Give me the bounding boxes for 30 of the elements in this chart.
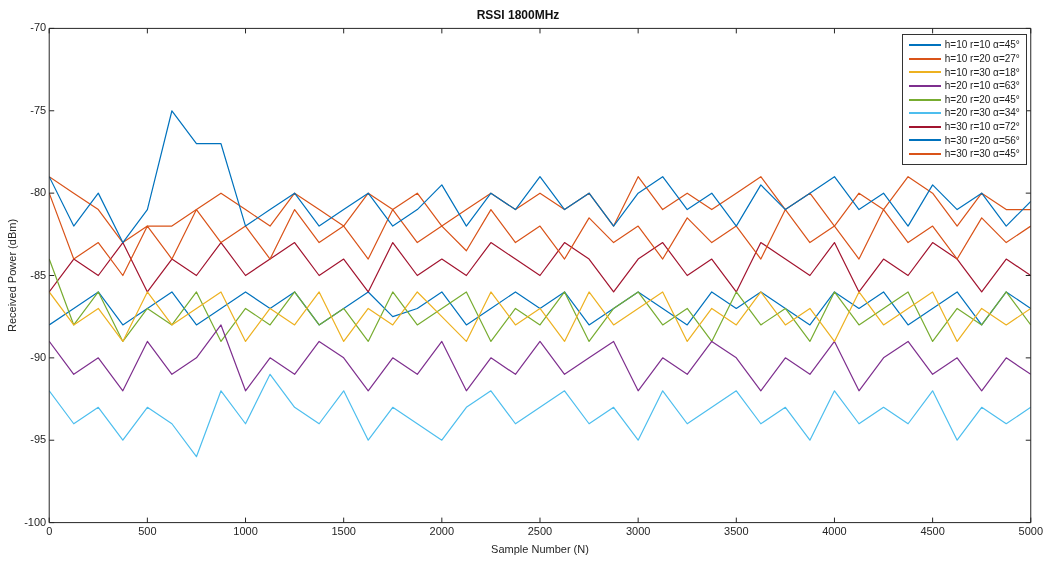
x-tick-label: 0 [46, 525, 53, 538]
chart-title: RSSI 1800MHz [476, 7, 560, 22]
legend-label: h=30 r=10 α=72° [944, 119, 1020, 134]
x-tick-label: 2500 [527, 525, 553, 538]
y-tick-label: -75 [30, 103, 47, 116]
y-tick-label: -90 [30, 350, 47, 363]
legend-label: h=30 r=30 α=45° [944, 147, 1020, 161]
x-tick-label: 500 [138, 525, 157, 538]
x-tick-label: 3000 [625, 525, 651, 538]
legend-label: h=10 r=10 α=45° [944, 38, 1020, 52]
legend-label: h=30 r=20 α=56° [944, 133, 1020, 148]
y-axis-title: Received Power (dBm) [5, 218, 18, 333]
y-tick-label: -80 [30, 186, 47, 199]
x-tick-label: 1000 [233, 525, 258, 538]
legend-label: h=20 r=30 α=34° [944, 106, 1020, 120]
y-tick-label: -95 [30, 433, 47, 446]
y-tick-label: -85 [30, 268, 47, 281]
legend-label: h=10 r=20 α=27° [944, 52, 1020, 66]
x-tick-label: 4000 [822, 525, 847, 538]
x-tick-label: 5000 [1018, 525, 1044, 538]
legend-label: h=20 r=10 α=63° [944, 79, 1020, 93]
x-tick-label: 4500 [920, 525, 945, 538]
x-tick-label: 3500 [724, 525, 749, 538]
y-tick-label: -100 [24, 515, 47, 528]
legend-label: h=10 r=30 α=18° [944, 65, 1020, 80]
x-tick-label: 1500 [331, 525, 356, 538]
x-axis-title: Sample Number (N) [491, 543, 589, 556]
y-tick-label: -70 [30, 21, 47, 34]
x-tick-label: 2000 [429, 525, 455, 538]
legend-label: h=20 r=20 α=45° [944, 92, 1020, 107]
